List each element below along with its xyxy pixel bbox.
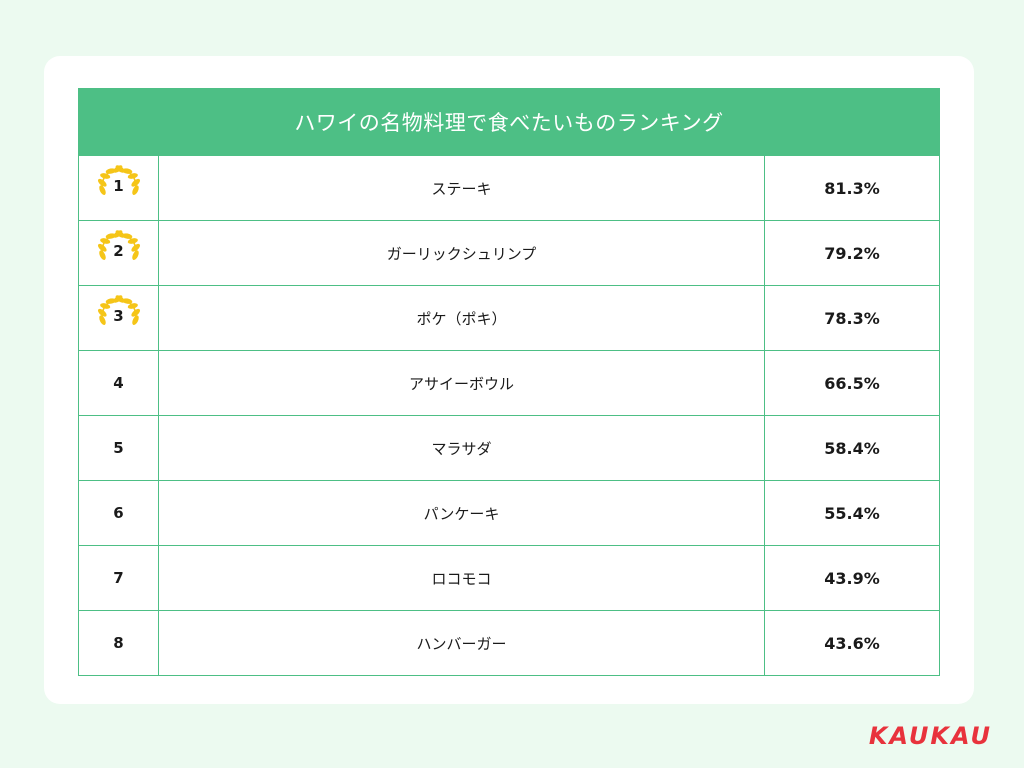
percentage: 43.9% [764,545,940,611]
percentage: 43.6% [764,610,940,676]
rank-cell: 2 [78,220,159,286]
percentage: 66.5% [764,350,940,416]
rank-number: 2 [113,242,124,260]
table-row: 1 ステーキ 81.3% [78,155,940,221]
percentage: 78.3% [764,285,940,351]
percentage: 81.3% [764,155,940,221]
table-header-row: ハワイの名物料理で食べたいものランキング [78,88,940,156]
laurel-wreath-icon: 1 [93,164,145,212]
table-row: 7 ロコモコ 43.9% [78,545,940,611]
percentage: 79.2% [764,220,940,286]
table-row: 5 マラサダ 58.4% [78,415,940,481]
rank-number: 3 [113,307,124,325]
rank-number: 8 [78,610,159,676]
rank-number: 4 [78,350,159,416]
dish-name: マラサダ [158,415,765,481]
dish-name: ロコモコ [158,545,765,611]
rank-number: 1 [113,177,124,195]
dish-name: ハンバーガー [158,610,765,676]
table-title: ハワイの名物料理で食べたいものランキング [78,88,940,156]
table-row: 6 パンケーキ 55.4% [78,480,940,546]
rank-cell: 1 [78,155,159,221]
table-row: 3 ポケ（ポキ） 78.3% [78,285,940,351]
table-row: 4 アサイーボウル 66.5% [78,350,940,416]
percentage: 58.4% [764,415,940,481]
dish-name: ステーキ [158,155,765,221]
rank-number: 6 [78,480,159,546]
rank-cell: 3 [78,285,159,351]
ranking-table: ハワイの名物料理で食べたいものランキング 1 ステーキ 81.3% 2 ガーリッ… [78,88,940,676]
dish-name: パンケーキ [158,480,765,546]
rank-number: 7 [78,545,159,611]
percentage: 55.4% [764,480,940,546]
dish-name: アサイーボウル [158,350,765,416]
dish-name: ガーリックシュリンプ [158,220,765,286]
rank-number: 5 [78,415,159,481]
dish-name: ポケ（ポキ） [158,285,765,351]
table-row: 2 ガーリックシュリンプ 79.2% [78,220,940,286]
brand-logo: KAUKAU [868,722,992,750]
table-row: 8 ハンバーガー 43.6% [78,610,940,676]
laurel-wreath-icon: 2 [93,229,145,277]
laurel-wreath-icon: 3 [93,294,145,342]
